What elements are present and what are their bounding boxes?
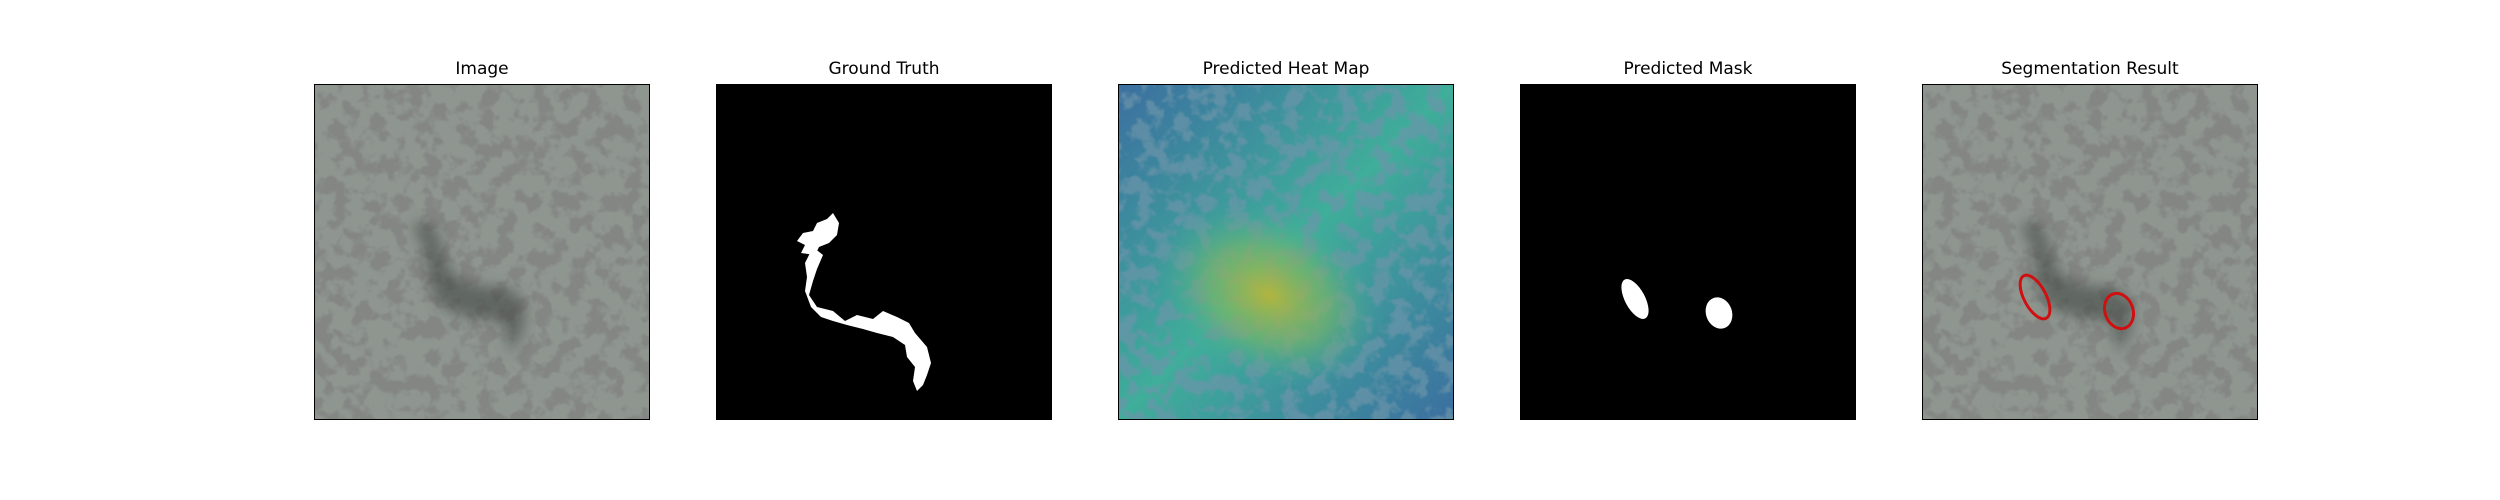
- panel-title-heat-map: Predicted Heat Map: [1202, 59, 1370, 79]
- panel-title-predicted-mask: Predicted Mask: [1623, 59, 1753, 79]
- image-frame: [314, 84, 650, 420]
- texture-spots: [315, 85, 649, 419]
- contour-right: [2102, 291, 2136, 331]
- predicted-mask-frame: [1520, 84, 1856, 420]
- panel-title-segmentation-result: Segmentation Result: [2001, 59, 2179, 79]
- panel-image: Image: [314, 0, 650, 500]
- heat-map-frame: [1118, 84, 1454, 420]
- ground-truth-mask: [717, 85, 1051, 419]
- defect-region: [413, 221, 525, 353]
- panel-ground-truth: Ground Truth: [716, 0, 1052, 500]
- segmentation-result-frame: [1922, 84, 2258, 420]
- heat-hotspot: [1154, 202, 1384, 388]
- panel-title-image: Image: [455, 59, 509, 79]
- panel-segmentation-result: Segmentation Result: [1922, 0, 2258, 500]
- panel-predicted-mask: Predicted Mask: [1520, 0, 1856, 500]
- ground-truth-region: [797, 213, 931, 391]
- predicted-region-left: [1621, 279, 1649, 319]
- contour-left: [2018, 273, 2052, 321]
- ground-truth-frame: [716, 84, 1052, 420]
- segmentation-result-image: [1923, 85, 2257, 419]
- predicted-region-right: [1705, 297, 1733, 329]
- panel-heat-map: Predicted Heat Map: [1118, 0, 1454, 500]
- heat-map-image: [1119, 85, 1453, 419]
- panel-title-ground-truth: Ground Truth: [828, 59, 940, 79]
- predicted-mask-image: [1521, 85, 1855, 419]
- texture-image: [315, 85, 649, 419]
